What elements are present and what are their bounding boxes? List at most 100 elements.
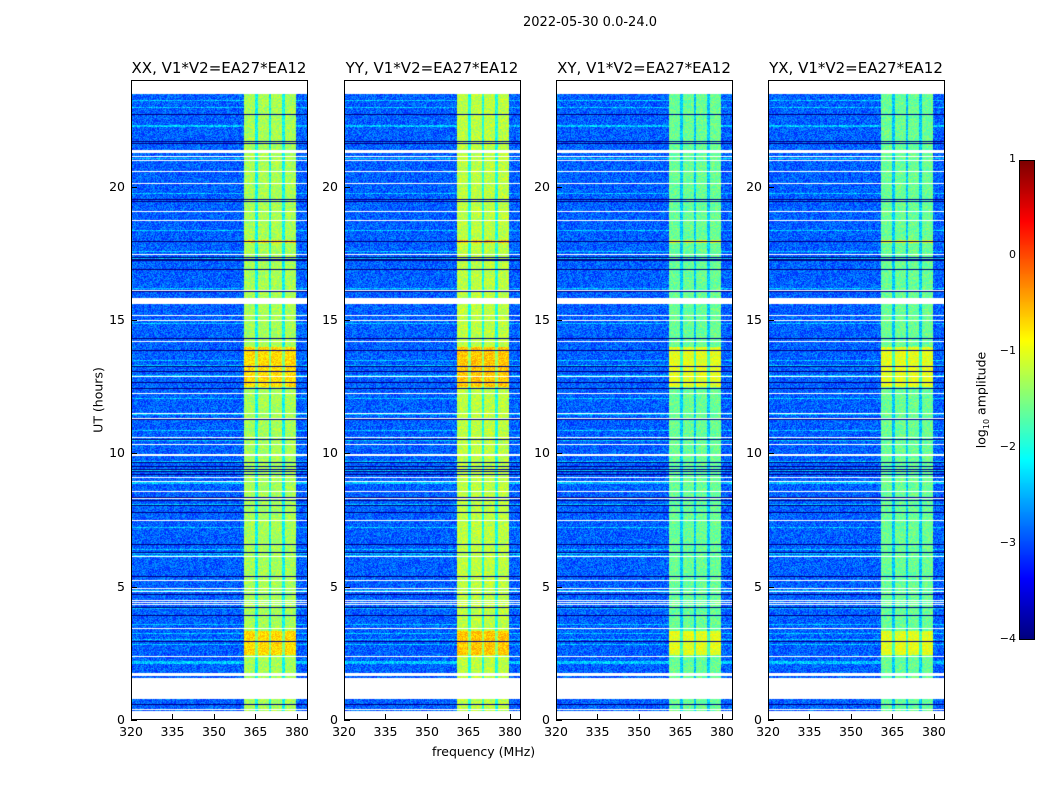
x-tick-mark bbox=[213, 714, 215, 720]
y-tick-label: 5 bbox=[330, 578, 338, 594]
x-tick-label: 320 bbox=[756, 724, 780, 739]
colorbar-tick-label: 1 bbox=[1009, 152, 1016, 165]
spectrogram-panel-3 bbox=[556, 80, 733, 720]
x-tick-label: 380 bbox=[498, 724, 522, 739]
y-tick-mark bbox=[556, 586, 562, 588]
x-tick-label: 335 bbox=[797, 724, 822, 739]
spectrogram-image bbox=[345, 81, 520, 719]
y-tick-label: 5 bbox=[542, 578, 550, 594]
panel-title: XX, V1*V2=EA27*EA12 bbox=[131, 59, 307, 77]
y-tick-mark bbox=[768, 320, 774, 321]
y-tick-mark bbox=[768, 586, 774, 588]
x-tick-mark bbox=[721, 714, 723, 720]
y-tick-mark bbox=[556, 720, 562, 721]
y-tick-mark bbox=[344, 586, 350, 588]
x-tick-label: 350 bbox=[627, 724, 651, 739]
y-tick-label: 10 bbox=[322, 445, 338, 461]
y-tick-mark bbox=[131, 453, 137, 455]
y-tick-label: 20 bbox=[322, 178, 338, 194]
x-tick-mark bbox=[255, 714, 257, 720]
y-tick-mark bbox=[131, 186, 137, 188]
y-tick-label: 15 bbox=[534, 312, 550, 327]
colorbar bbox=[1019, 160, 1035, 640]
x-tick-label: 380 bbox=[285, 724, 309, 739]
x-tick-label: 335 bbox=[585, 724, 610, 739]
y-tick-label: 0 bbox=[754, 712, 762, 727]
x-tick-mark bbox=[809, 714, 811, 720]
spectrogram-panel-2 bbox=[344, 80, 521, 720]
y-tick-label: 5 bbox=[754, 578, 762, 594]
x-tick-mark bbox=[172, 714, 174, 720]
y-tick-label: 10 bbox=[109, 445, 125, 461]
y-tick-mark bbox=[768, 720, 774, 721]
x-tick-label: 380 bbox=[922, 724, 946, 739]
y-tick-mark bbox=[344, 453, 350, 455]
y-tick-label: 20 bbox=[109, 178, 125, 194]
x-tick-label: 320 bbox=[544, 724, 568, 739]
y-tick-mark bbox=[556, 320, 562, 321]
x-tick-mark bbox=[296, 714, 298, 720]
figure-title: 2022-05-30 0.0-24.0 bbox=[523, 15, 657, 30]
x-tick-label: 365 bbox=[456, 724, 481, 739]
colorbar-tick-label: 0 bbox=[1009, 248, 1016, 261]
y-tick-mark bbox=[768, 453, 774, 455]
y-tick-mark bbox=[768, 186, 774, 188]
x-tick-label: 320 bbox=[119, 724, 143, 739]
y-tick-label: 5 bbox=[117, 578, 125, 594]
x-tick-mark bbox=[850, 714, 852, 720]
y-tick-mark bbox=[344, 720, 350, 721]
x-tick-mark bbox=[680, 714, 682, 720]
x-tick-label: 365 bbox=[668, 724, 693, 739]
y-axis-label: UT (hours) bbox=[90, 367, 106, 433]
y-tick-mark bbox=[131, 320, 137, 321]
x-tick-label: 365 bbox=[880, 724, 905, 739]
x-tick-label: 350 bbox=[202, 724, 226, 739]
x-tick-label: 350 bbox=[839, 724, 863, 739]
x-tick-mark bbox=[556, 714, 557, 720]
x-tick-mark bbox=[344, 714, 345, 720]
y-tick-label: 0 bbox=[117, 712, 125, 727]
colorbar-tick-label: −3 bbox=[999, 536, 1016, 549]
colorbar-tick-label: −1 bbox=[999, 344, 1016, 357]
spectrogram-panel-1 bbox=[131, 80, 308, 720]
colorbar-label: log10 amplitude bbox=[973, 351, 991, 449]
spectrogram-panel-4 bbox=[768, 80, 945, 720]
panel-title: YY, V1*V2=EA27*EA12 bbox=[345, 59, 519, 77]
x-tick-label: 350 bbox=[415, 724, 439, 739]
y-tick-mark bbox=[344, 320, 350, 321]
x-tick-mark bbox=[768, 714, 769, 720]
x-tick-mark bbox=[385, 714, 387, 720]
x-tick-label: 335 bbox=[373, 724, 398, 739]
panel-title: XY, V1*V2=EA27*EA12 bbox=[557, 59, 731, 77]
x-tick-mark bbox=[468, 714, 470, 720]
x-tick-mark bbox=[933, 714, 935, 720]
y-tick-label: 15 bbox=[746, 312, 762, 327]
x-tick-label: 335 bbox=[160, 724, 185, 739]
y-tick-label: 0 bbox=[542, 712, 550, 727]
panel-title: YX, V1*V2=EA27*EA12 bbox=[769, 59, 943, 77]
y-tick-mark bbox=[131, 720, 137, 721]
x-axis-label: frequency (MHz) bbox=[432, 744, 536, 759]
y-tick-label: 15 bbox=[322, 312, 338, 327]
y-tick-label: 0 bbox=[330, 712, 338, 727]
colorbar-tick-label: −4 bbox=[999, 632, 1016, 645]
x-tick-mark bbox=[638, 714, 640, 720]
spectrogram-image bbox=[769, 81, 944, 719]
x-tick-label: 320 bbox=[332, 724, 356, 739]
y-tick-mark bbox=[556, 186, 562, 188]
y-tick-label: 20 bbox=[534, 178, 550, 194]
spectrogram-image bbox=[132, 81, 307, 719]
x-tick-mark bbox=[131, 714, 132, 720]
x-tick-mark bbox=[892, 714, 894, 720]
y-tick-mark bbox=[344, 186, 350, 188]
y-tick-label: 10 bbox=[746, 445, 762, 461]
x-tick-mark bbox=[426, 714, 428, 720]
spectrogram-image bbox=[557, 81, 732, 719]
colorbar-tick-label: −2 bbox=[999, 440, 1016, 453]
y-tick-label: 10 bbox=[534, 445, 550, 461]
x-tick-label: 365 bbox=[243, 724, 268, 739]
x-tick-mark bbox=[597, 714, 599, 720]
x-tick-mark bbox=[509, 714, 511, 720]
y-tick-label: 15 bbox=[109, 312, 125, 327]
